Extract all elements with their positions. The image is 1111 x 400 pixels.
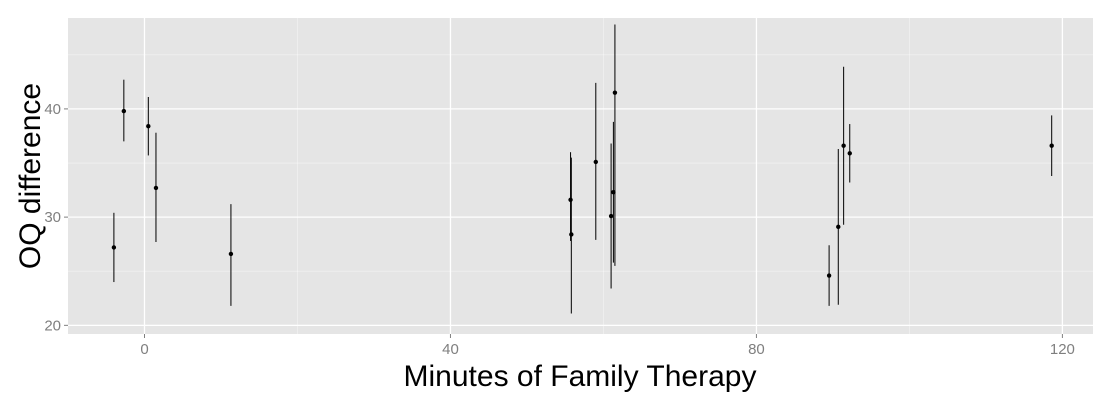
data-point bbox=[568, 197, 573, 203]
data-point bbox=[612, 90, 618, 95]
x-tick-label: 0 bbox=[140, 341, 148, 358]
data-point bbox=[146, 124, 151, 129]
data-point bbox=[608, 213, 614, 219]
data-point bbox=[593, 159, 598, 165]
grid-minor bbox=[68, 18, 1093, 334]
data-point bbox=[826, 273, 832, 278]
grid-major bbox=[68, 18, 1093, 334]
x-tick-label: 120 bbox=[1050, 341, 1075, 358]
y-axis: 20 30 40 bbox=[44, 101, 68, 334]
y-axis-title: OQ difference bbox=[14, 83, 47, 269]
y-tick-label: 40 bbox=[44, 101, 61, 118]
x-tick-label: 80 bbox=[748, 341, 765, 358]
data-point bbox=[569, 232, 574, 237]
y-tick-label: 20 bbox=[44, 317, 61, 334]
data-point bbox=[228, 251, 234, 257]
data-point bbox=[111, 245, 117, 250]
data-marks bbox=[111, 24, 1054, 314]
data-point bbox=[153, 185, 159, 191]
x-tick-label: 40 bbox=[442, 341, 459, 358]
data-point bbox=[121, 108, 127, 114]
data-point bbox=[1049, 143, 1054, 148]
x-axis: 0 40 80 120 bbox=[140, 334, 1075, 358]
data-point bbox=[836, 224, 841, 230]
plot-panel bbox=[68, 18, 1093, 334]
data-point bbox=[841, 143, 846, 148]
data-point bbox=[847, 151, 852, 156]
y-tick-label: 30 bbox=[44, 209, 61, 226]
x-axis-title: Minutes of Family Therapy bbox=[404, 360, 757, 393]
